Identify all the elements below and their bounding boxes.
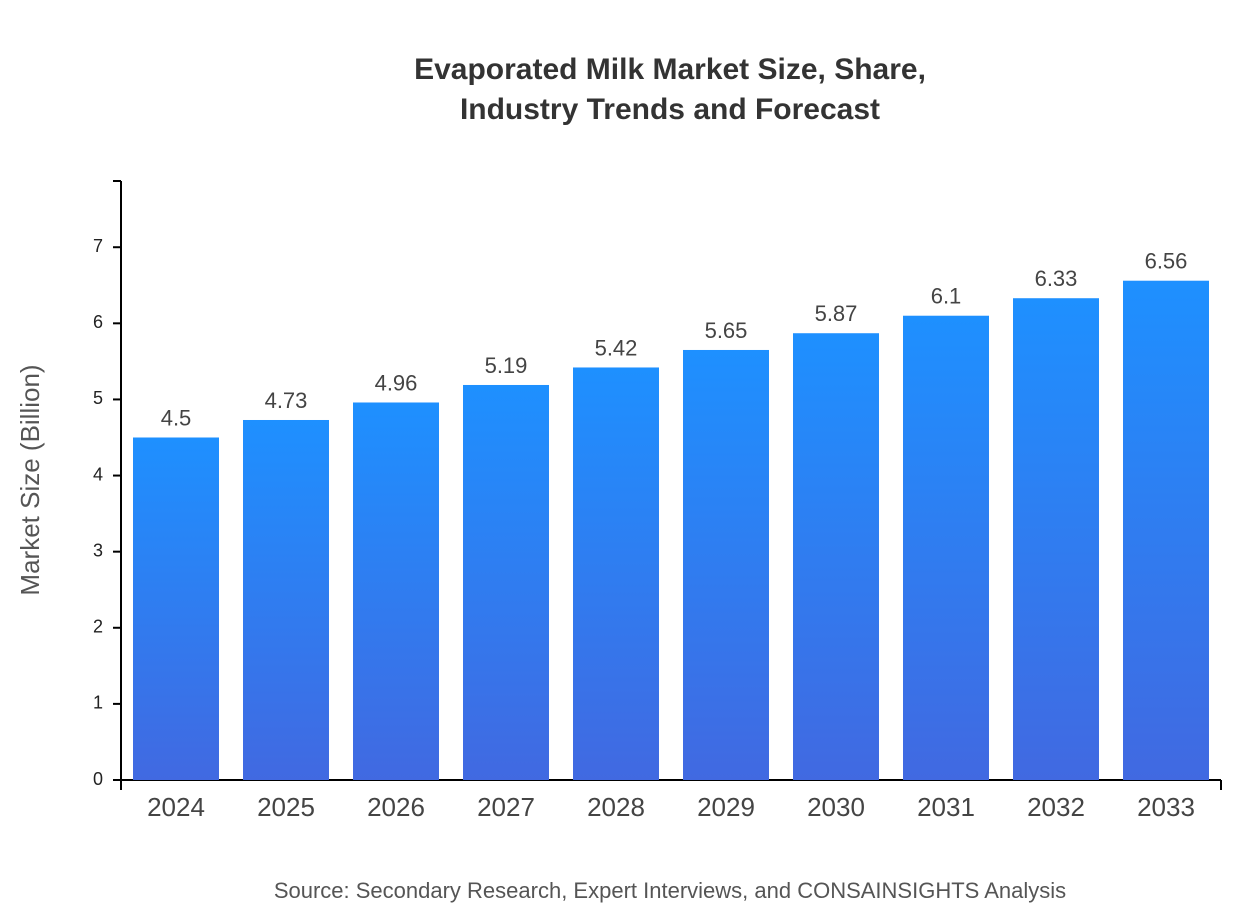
value-label: 4.73 xyxy=(265,388,308,413)
value-label: 4.5 xyxy=(161,405,192,430)
y-axis-label: Market Size (Billion) xyxy=(15,364,45,595)
y-tick-label: 4 xyxy=(93,464,103,484)
value-label: 5.19 xyxy=(485,353,528,378)
y-tick-label: 7 xyxy=(93,236,103,256)
value-label: 5.42 xyxy=(595,335,638,360)
x-tick-label: 2028 xyxy=(587,792,645,822)
y-tick-label: 0 xyxy=(93,769,103,789)
bar xyxy=(243,419,329,780)
bar xyxy=(353,402,439,780)
x-tick-label: 2031 xyxy=(917,792,975,822)
y-tick-label: 5 xyxy=(93,388,103,408)
value-label: 6.33 xyxy=(1035,266,1078,291)
x-tick-label: 2033 xyxy=(1137,792,1195,822)
x-tick-label: 2029 xyxy=(697,792,755,822)
source-note: Source: Secondary Research, Expert Inter… xyxy=(274,878,1066,903)
chart-title: Evaporated Milk Market Size, Share, Indu… xyxy=(414,53,926,126)
y-tick-label: 1 xyxy=(93,693,103,713)
bar xyxy=(463,384,549,780)
bar xyxy=(133,437,219,780)
x-tick-label: 2030 xyxy=(807,792,865,822)
y-tick-label: 3 xyxy=(93,540,103,560)
value-label: 5.87 xyxy=(815,301,858,326)
value-label: 6.1 xyxy=(931,284,962,309)
bar xyxy=(1013,298,1099,780)
x-tick-label: 2032 xyxy=(1027,792,1085,822)
value-label: 4.96 xyxy=(375,370,418,395)
bar xyxy=(683,349,769,780)
x-tick-label: 2027 xyxy=(477,792,535,822)
x-tick-label: 2025 xyxy=(257,792,315,822)
y-tick-label: 2 xyxy=(93,617,103,637)
y-tick-label: 6 xyxy=(93,312,103,332)
x-tick-label: 2026 xyxy=(367,792,425,822)
bar xyxy=(793,333,879,780)
x-tick-label: 2024 xyxy=(147,792,205,822)
value-label: 6.56 xyxy=(1145,249,1188,274)
bar xyxy=(573,367,659,780)
bar xyxy=(903,315,989,780)
bar xyxy=(1123,280,1209,780)
value-label: 5.65 xyxy=(705,318,748,343)
